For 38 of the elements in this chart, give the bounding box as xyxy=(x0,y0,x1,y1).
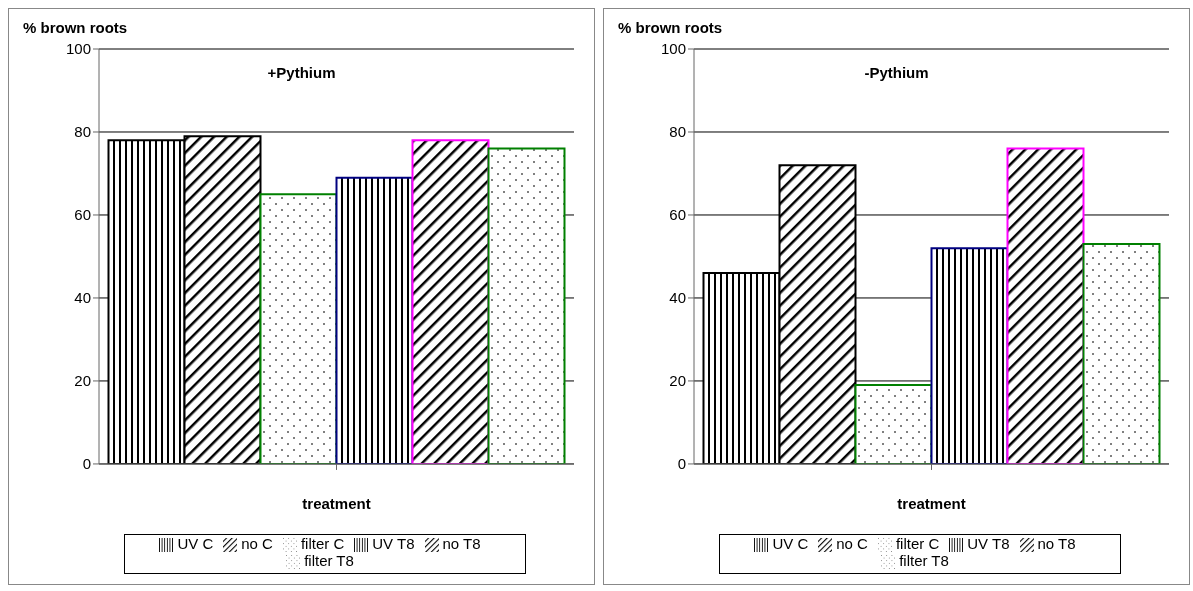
bar xyxy=(259,193,338,464)
y-tick-label: 60 xyxy=(74,206,91,224)
legend-label: filter T8 xyxy=(899,551,949,569)
legend-label: no T8 xyxy=(442,534,481,552)
text: +Pythium xyxy=(266,64,337,81)
legend-label: no C xyxy=(241,534,273,552)
legend-label: UV C xyxy=(772,534,809,552)
bar xyxy=(930,247,1009,464)
legend-label: UV T8 xyxy=(372,534,415,552)
y-tick-label: 80 xyxy=(74,123,91,141)
bar xyxy=(1006,147,1085,464)
x-axis-title: treatment xyxy=(897,494,966,512)
bar xyxy=(854,384,933,464)
y-axis-title: % brown roots xyxy=(23,19,128,36)
y-tick-label: 40 xyxy=(669,289,686,307)
text: -Pythium xyxy=(863,64,930,81)
y-tick-label: 0 xyxy=(677,455,686,473)
legend-label: UV T8 xyxy=(967,534,1010,552)
legend-label: filter T8 xyxy=(304,551,354,569)
bar xyxy=(487,147,566,464)
legend-label: no T8 xyxy=(1037,534,1076,552)
y-tick-label: 40 xyxy=(74,289,91,307)
y-tick-label: 60 xyxy=(669,206,686,224)
bar xyxy=(411,139,490,464)
y-tick-label: 20 xyxy=(74,372,91,390)
y-tick-label: 100 xyxy=(65,40,91,58)
y-tick-label: 20 xyxy=(669,372,686,390)
legend-label: filter C xyxy=(895,534,940,552)
y-tick-label: 0 xyxy=(82,455,91,473)
y-tick-label: 80 xyxy=(669,123,686,141)
bar xyxy=(335,176,414,464)
legend-label: UV C xyxy=(177,534,214,552)
y-axis-title: % brown roots xyxy=(618,19,723,36)
x-axis-title: treatment xyxy=(302,494,371,512)
bar xyxy=(1082,243,1161,464)
legend-label: no C xyxy=(836,534,868,552)
y-tick-label: 100 xyxy=(660,40,686,58)
legend-label: filter C xyxy=(300,534,345,552)
